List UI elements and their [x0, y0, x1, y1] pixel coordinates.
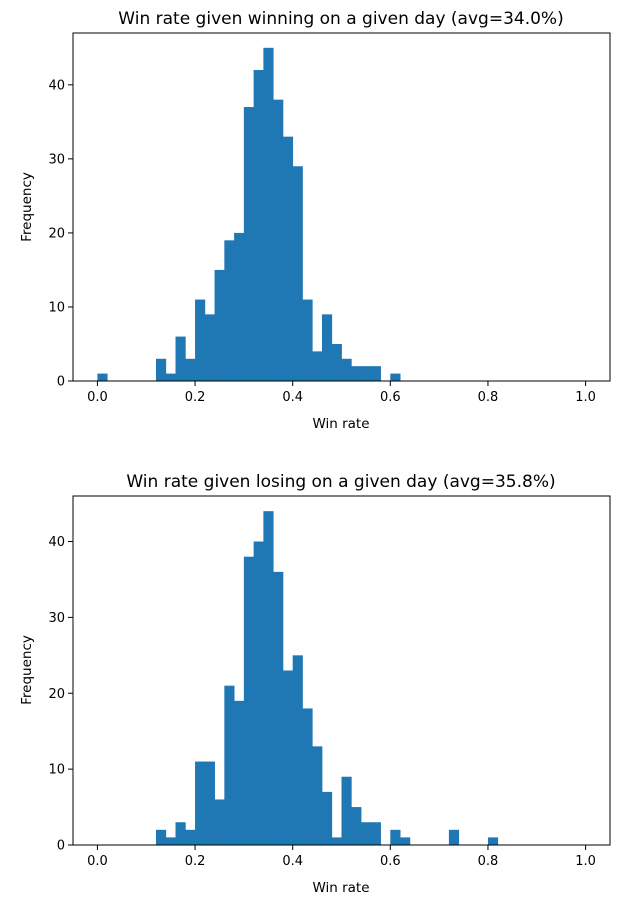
- x-tick-label: 1.0: [575, 390, 596, 405]
- histogram-bar: [331, 343, 342, 381]
- x-tick-label: 0.2: [185, 854, 206, 869]
- histogram-bar: [448, 829, 460, 845]
- histogram-bar: [195, 299, 206, 381]
- y-tick-label: 40: [48, 535, 65, 550]
- histogram-bar: [263, 511, 274, 845]
- histogram-bar: [224, 685, 235, 845]
- histogram-bar: [292, 655, 303, 845]
- histogram-bar: [214, 269, 225, 381]
- histogram-bar: [253, 541, 264, 845]
- histogram-bar: [243, 107, 255, 381]
- histogram-bar: [204, 314, 215, 381]
- plot-frame: [72, 495, 611, 846]
- x-tick-label: 0.4: [282, 854, 303, 869]
- histogram-bar: [282, 136, 294, 381]
- histogram-bar: [282, 670, 294, 845]
- y-axis-label: Frequency: [19, 172, 35, 242]
- histogram-bar: [273, 571, 284, 845]
- histogram-bar: [302, 299, 313, 381]
- histogram-bar: [351, 366, 362, 381]
- histogram-bar: [341, 776, 352, 845]
- histogram-bar: [175, 336, 186, 381]
- x-tick-label: 0.4: [282, 390, 303, 405]
- histogram-bar: [370, 822, 381, 845]
- histogram-bar: [165, 837, 176, 845]
- chart-title: Win rate given winning on a given day (a…: [118, 9, 563, 29]
- y-tick-label: 0: [57, 839, 65, 854]
- y-tick-label: 10: [48, 300, 65, 315]
- x-tick-label: 0.0: [87, 854, 108, 869]
- histogram-bar: [400, 837, 411, 845]
- histogram-bar: [312, 351, 323, 381]
- y-tick-label: 10: [48, 763, 65, 778]
- y-axis-label: Frequency: [19, 635, 35, 705]
- histogram-bar: [224, 240, 235, 381]
- x-tick-label: 0.8: [478, 390, 499, 405]
- histogram-bar: [243, 556, 255, 845]
- histogram-bar: [321, 314, 333, 381]
- histogram-bar: [234, 700, 245, 845]
- histogram-bar: [361, 822, 372, 845]
- histogram-bar: [302, 708, 313, 845]
- x-axis-label: Win rate: [312, 416, 369, 432]
- histogram-bar: [351, 807, 362, 845]
- histogram-bar: [370, 366, 381, 381]
- histogram-bar: [263, 47, 274, 382]
- histogram-bar: [175, 822, 186, 845]
- y-tick-label: 20: [48, 687, 65, 702]
- x-axis-ticks: 0.0 0.2 0.4 0.6 0.8 1.0: [87, 381, 596, 405]
- histogram-bar: [214, 799, 225, 845]
- histogram-bar: [97, 373, 108, 381]
- histogram-bar: [253, 70, 264, 382]
- histogram-bar: [155, 358, 167, 381]
- y-axis-ticks: 0 10 20 30 40: [48, 78, 73, 390]
- x-tick-label: 0.8: [478, 854, 499, 869]
- histogram-bar: [390, 373, 401, 381]
- histogram-bar: [165, 373, 176, 381]
- bars-group: [97, 47, 401, 382]
- histogram-bar: [234, 232, 245, 381]
- histogram-bar: [292, 166, 303, 381]
- histogram-bar: [204, 761, 215, 845]
- x-tick-label: 0.6: [380, 854, 401, 869]
- histogram-bar: [361, 366, 372, 381]
- histogram-losing-day: Win rate given losing on a given day (av…: [19, 472, 611, 896]
- histogram-bar: [390, 829, 401, 845]
- y-tick-label: 40: [48, 78, 65, 93]
- histogram-bar: [185, 358, 196, 381]
- x-axis-ticks: 0.0 0.2 0.4 0.6 0.8 1.0: [87, 845, 596, 869]
- histogram-bar: [185, 829, 196, 845]
- histogram-bar: [321, 791, 333, 845]
- y-tick-label: 20: [48, 226, 65, 241]
- y-tick-label: 0: [57, 375, 65, 390]
- histogram-bar: [341, 358, 352, 381]
- histogram-bar: [155, 829, 167, 845]
- x-tick-label: 0.2: [185, 390, 206, 405]
- y-tick-label: 30: [48, 152, 65, 167]
- x-tick-label: 0.6: [380, 390, 401, 405]
- histogram-bar: [195, 761, 206, 845]
- histogram-bar: [273, 99, 284, 381]
- plot-frame: [72, 32, 611, 382]
- chart-title: Win rate given losing on a given day (av…: [126, 472, 555, 492]
- x-tick-label: 0.0: [87, 390, 108, 405]
- x-tick-label: 1.0: [575, 854, 596, 869]
- y-axis-ticks: 0 10 20 30 40: [48, 535, 73, 854]
- histogram-bar: [331, 837, 342, 845]
- y-tick-label: 30: [48, 611, 65, 626]
- histogram-winning-day: Win rate given winning on a given day (a…: [19, 9, 611, 432]
- x-axis-label: Win rate: [312, 880, 369, 896]
- bars-group: [155, 511, 499, 845]
- histogram-bar: [487, 837, 499, 845]
- histogram-bar: [312, 746, 323, 845]
